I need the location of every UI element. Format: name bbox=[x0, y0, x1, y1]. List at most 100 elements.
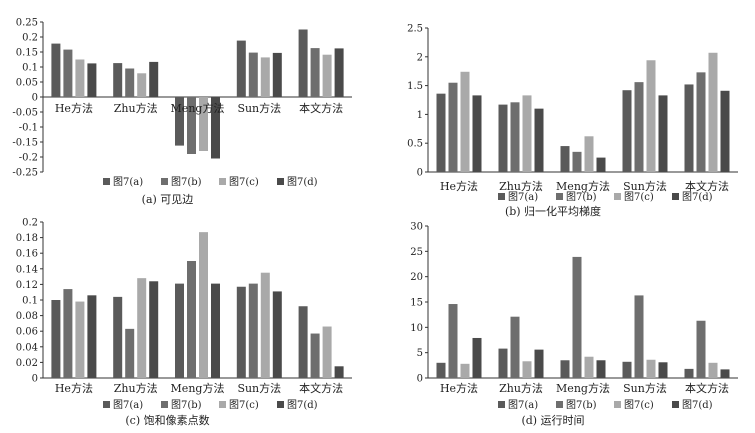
bar-1-4 bbox=[472, 337, 482, 378]
bar-1-2 bbox=[63, 49, 73, 97]
legend-swatch bbox=[219, 178, 226, 185]
category-label: Sun方法 bbox=[237, 381, 281, 395]
bar-4-3 bbox=[260, 272, 270, 378]
bar-1-1 bbox=[436, 362, 446, 378]
bar-2-3 bbox=[137, 278, 147, 378]
y-tick-label: 0 bbox=[417, 168, 423, 179]
bar-5-4 bbox=[720, 90, 730, 172]
bar-2-4 bbox=[534, 108, 544, 172]
bar-4-1 bbox=[622, 90, 632, 172]
legend-label: 图7(d) bbox=[682, 399, 713, 411]
bar-2-1 bbox=[498, 104, 508, 172]
y-tick-label: 20 bbox=[410, 272, 423, 283]
bar-3-1 bbox=[175, 283, 184, 378]
bar-3-1 bbox=[560, 360, 570, 378]
chart-panel-1: 0.25 0.2 0.15 0.1 0.05 0 -0.05 -0.1 -0.15 -0.2 -0.… bbox=[12, 18, 352, 206]
y-tick-label: -0.05 bbox=[12, 108, 38, 119]
bar-1-3 bbox=[460, 71, 470, 172]
bar-1-4 bbox=[87, 295, 97, 378]
y-tick-label: -0.15 bbox=[12, 138, 38, 149]
legend-label: 图7(b) bbox=[566, 399, 597, 411]
category-label: He方法 bbox=[55, 381, 93, 395]
y-tick-label: -0.1 bbox=[19, 123, 38, 134]
bar-5-3 bbox=[708, 362, 718, 378]
bar-2-1 bbox=[113, 63, 123, 97]
bar-5-2 bbox=[696, 320, 706, 378]
bar-3-1 bbox=[560, 146, 570, 172]
y-tick-label: 0 bbox=[32, 374, 38, 385]
bar-5-4 bbox=[334, 48, 344, 97]
legend-swatch bbox=[672, 401, 679, 408]
y-tick-label: 2 bbox=[417, 52, 423, 63]
legend-swatch bbox=[103, 178, 110, 185]
chart-panel-4: 30 25 20 15 10 5 0 He方法 Zhu方法 Meng方法 Sun方法 本文方法图7(a… bbox=[410, 222, 738, 427]
bar-2-1 bbox=[498, 348, 508, 378]
y-tick-label: 10 bbox=[410, 323, 423, 334]
category-label: Zhu方法 bbox=[114, 101, 158, 115]
legend-label: 图7(d) bbox=[682, 191, 713, 203]
legend-swatch bbox=[103, 401, 110, 408]
bar-3-2 bbox=[187, 97, 196, 154]
bar-4-2 bbox=[248, 283, 258, 378]
legend-label: 图7(c) bbox=[229, 399, 259, 411]
chart-caption: (c) 饱和像素点数 bbox=[125, 413, 209, 427]
y-tick-label: 0.06 bbox=[16, 327, 38, 338]
category-label: Zhu方法 bbox=[499, 179, 543, 193]
bar-2-4 bbox=[149, 61, 159, 97]
legend-label: 图7(b) bbox=[171, 176, 202, 188]
category-label: 本文方法 bbox=[299, 101, 343, 115]
bar-5-3 bbox=[322, 326, 332, 378]
bar-1-2 bbox=[448, 304, 458, 378]
legend-label: 图7(d) bbox=[287, 399, 318, 411]
category-label: 本文方法 bbox=[685, 381, 729, 395]
legend-swatch bbox=[614, 193, 621, 200]
category-label: 本文方法 bbox=[299, 381, 343, 395]
y-tick-label: 0.12 bbox=[16, 280, 38, 291]
bar-4-2 bbox=[634, 82, 644, 172]
bar-1-2 bbox=[63, 289, 73, 378]
bar-5-4 bbox=[720, 369, 730, 378]
y-tick-label: 1.5 bbox=[407, 81, 423, 92]
bar-4-2 bbox=[634, 295, 644, 378]
category-label: Meng方法 bbox=[556, 179, 610, 193]
category-label: He方法 bbox=[440, 179, 478, 193]
bar-4-1 bbox=[236, 40, 246, 97]
bar-2-2 bbox=[510, 316, 520, 378]
bar-4-4 bbox=[272, 291, 282, 378]
legend-label: 图7(b) bbox=[566, 191, 597, 203]
y-tick-label: 0.2 bbox=[22, 218, 38, 229]
y-tick-label: 0.16 bbox=[16, 249, 38, 260]
bar-5-1 bbox=[684, 368, 694, 378]
bar-4-3 bbox=[260, 57, 270, 97]
bar-1-4 bbox=[472, 95, 482, 172]
y-tick-label: 0 bbox=[417, 374, 423, 385]
category-label: He方法 bbox=[55, 101, 93, 115]
legend-label: 图7(a) bbox=[113, 176, 143, 188]
bar-5-1 bbox=[298, 306, 308, 378]
category-label: Zhu方法 bbox=[499, 381, 543, 395]
bar-5-3 bbox=[708, 52, 718, 172]
chart-panel-3: 0.2 0.18 0.16 0.14 0.12 0.1 0.08 0.06 0.04 0.02 0 H… bbox=[16, 218, 352, 427]
bar-5-2 bbox=[310, 333, 320, 378]
bar-3-4 bbox=[211, 97, 220, 159]
bar-4-4 bbox=[272, 52, 282, 97]
legend-swatch bbox=[556, 401, 563, 408]
y-tick-label: 0.1 bbox=[22, 296, 38, 307]
bar-2-4 bbox=[149, 281, 159, 378]
y-tick-label: 5 bbox=[417, 348, 423, 359]
bar-3-4 bbox=[596, 157, 606, 172]
legend-label: 图7(a) bbox=[113, 399, 143, 411]
y-tick-label: 1 bbox=[417, 110, 423, 121]
bar-5-4 bbox=[334, 366, 344, 378]
legend-swatch bbox=[614, 401, 621, 408]
bar-3-3 bbox=[584, 356, 594, 378]
legend-swatch bbox=[161, 401, 168, 408]
bar-1-3 bbox=[75, 301, 85, 378]
bar-4-1 bbox=[236, 286, 246, 378]
y-tick-label: 2.5 bbox=[407, 24, 423, 35]
legend-label: 图7(a) bbox=[508, 191, 538, 203]
bar-3-3 bbox=[199, 97, 208, 151]
bar-4-4 bbox=[658, 95, 668, 172]
legend-swatch bbox=[161, 178, 168, 185]
